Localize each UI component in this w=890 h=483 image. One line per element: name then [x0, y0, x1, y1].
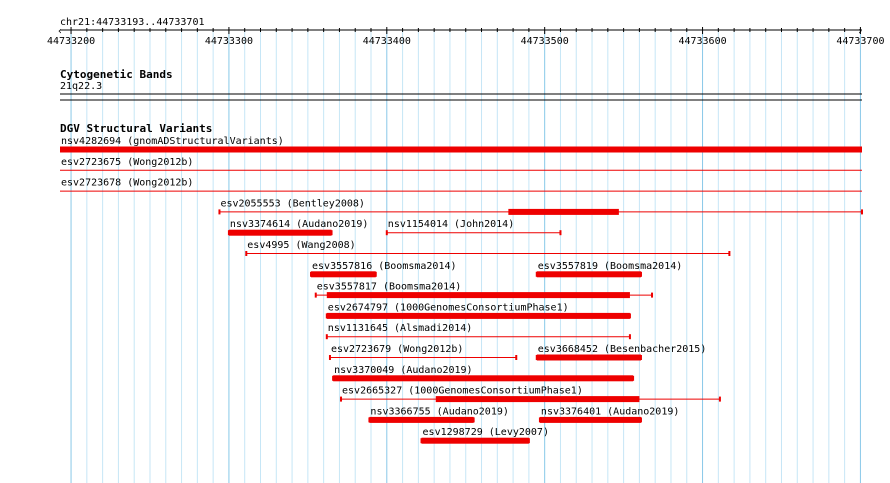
sv-feature-block — [333, 375, 634, 382]
sv-feature-block — [536, 354, 641, 361]
sv-feature-label: esv2665327 (1000GenomesConsortiumPhase1) — [342, 386, 583, 397]
sv-feature[interactable]: nsv1131645 (Alsmadi2014) — [325, 323, 631, 340]
sv-feature-label: nsv3366755 (Audano2019) — [370, 406, 508, 417]
sv-feature-block — [326, 292, 630, 299]
sv-feature-block — [369, 416, 474, 423]
sv-feature[interactable]: nsv3376401 (Audano2019) — [538, 406, 679, 423]
sv-feature-end-cap — [651, 292, 654, 298]
sv-feature-label: nsv4282694 (gnomADStructuralVariants) — [61, 136, 284, 147]
sv-feature-label: esv2674797 (1000GenomesConsortiumPhase1) — [328, 302, 569, 313]
sv-feature-end-cap — [628, 334, 631, 340]
sv-feature-end-cap — [632, 375, 635, 381]
sv-feature-end-cap — [861, 209, 863, 215]
ruler: chr21:44733193..44733701 ‹ › 44733200447… — [47, 17, 885, 47]
ruler-tick-label: 44733200 — [47, 36, 95, 47]
sv-feature[interactable]: nsv3374614 (Audano2019) — [227, 219, 368, 236]
sv-feature-label: esv3668452 (Besenbacher2015) — [538, 344, 707, 355]
sv-feature-label: esv3557817 (Boomsma2014) — [317, 282, 462, 293]
region-label: chr21:44733193..44733701 — [60, 17, 205, 28]
grid-lines — [70, 30, 861, 483]
sv-feature-label: esv2723678 (Wong2012b) — [61, 178, 193, 189]
sv-feature-label: esv3557816 (Boomsma2014) — [312, 261, 457, 272]
sv-feature[interactable]: esv2665327 (1000GenomesConsortiumPhase1) — [340, 386, 721, 403]
track-title-cytogenetic-bands: Cytogenetic Bands — [60, 68, 173, 81]
sv-feature[interactable]: esv2723675 (Wong2012b) — [60, 157, 862, 171]
sv-feature[interactable]: esv2723678 (Wong2012b) — [60, 178, 862, 192]
sv-feature[interactable]: nsv4282694 (gnomADStructuralVariants) — [60, 136, 862, 153]
sv-feature-block — [60, 146, 862, 153]
ruler-ticks: 44733200 44733300 44733400 44733500 44733600… — [47, 27, 885, 47]
sv-feature-label: esv1298729 (Levy2007) — [423, 427, 549, 438]
sv-feature-block — [311, 271, 376, 278]
sv-feature-start-cap — [218, 209, 221, 215]
sv-feature-label: esv2055553 (Bentley2008) — [220, 198, 365, 209]
ruler-tick-label: 44733300 — [205, 36, 253, 47]
sv-feature-label: esv2723679 (Wong2012b) — [331, 344, 463, 355]
sv-feature[interactable]: esv3557816 (Boomsma2014) — [310, 261, 457, 278]
sv-feature-start-cap — [340, 396, 343, 402]
sv-feature-end-cap — [515, 355, 518, 360]
sv-features: nsv4282694 (gnomADStructuralVariants) esv… — [60, 136, 863, 444]
sv-feature-start-cap — [325, 334, 328, 340]
sv-feature-block — [326, 312, 630, 319]
sv-feature-label: esv3557819 (Boomsma2014) — [538, 261, 683, 272]
sv-feature-label: nsv1154014 (John2014) — [388, 219, 514, 230]
sv-feature-block — [536, 271, 641, 278]
sv-feature[interactable]: nsv3366755 (Audano2019) — [368, 406, 509, 423]
sv-feature-start-cap — [385, 230, 388, 236]
sv-feature-end-cap — [728, 251, 731, 256]
sv-feature[interactable]: esv3668452 (Besenbacher2015) — [535, 344, 707, 361]
sv-feature[interactable]: esv2723679 (Wong2012b) — [328, 344, 518, 360]
sv-feature-end-cap — [559, 230, 562, 236]
sv-feature[interactable]: nsv3370049 (Audano2019) — [332, 365, 635, 382]
sv-feature[interactable]: esv1298729 (Levy2007) — [420, 427, 549, 444]
sv-feature[interactable]: nsv1154014 (John2014) — [385, 219, 562, 236]
sv-feature-block — [435, 396, 640, 403]
sv-feature-end-cap — [718, 396, 721, 402]
cytoband-label[interactable]: 21q22.3 — [60, 81, 102, 92]
sv-feature-label: esv4995 (Wang2008) — [247, 240, 355, 251]
ruler-tick-label: 44733400 — [363, 36, 411, 47]
sv-feature[interactable]: esv2674797 (1000GenomesConsortiumPhase1) — [325, 302, 631, 319]
sv-feature-block — [539, 416, 641, 423]
sv-feature-label: nsv3374614 (Audano2019) — [230, 219, 368, 230]
ruler-tick-label: 44733700 — [836, 36, 884, 47]
sv-feature[interactable]: esv2055553 (Bentley2008) — [218, 198, 863, 215]
ruler-tick-label: 44733500 — [521, 36, 569, 47]
sv-feature-block — [508, 208, 619, 215]
sv-feature-label: nsv3370049 (Audano2019) — [334, 365, 472, 376]
sv-feature-label: nsv3376401 (Audano2019) — [541, 406, 679, 417]
dgv-structural-variants-track: DGV Structural Variants nsv4282694 (gnom… — [60, 122, 863, 444]
ruler-left-arrow-icon: ‹ — [57, 26, 63, 37]
ruler-tick-label: 44733600 — [678, 36, 726, 47]
sv-feature[interactable]: esv4995 (Wang2008) — [245, 240, 731, 256]
sv-feature[interactable]: esv3557817 (Boomsma2014) — [314, 282, 654, 299]
cytogenetic-bands-track: Cytogenetic Bands 21q22.3 — [60, 68, 862, 101]
sv-feature-block — [421, 437, 529, 444]
sv-feature-start-cap — [314, 292, 317, 298]
sv-feature-start-cap — [328, 355, 331, 360]
sv-feature-label: nsv1131645 (Alsmadi2014) — [328, 323, 473, 334]
track-title-dgv-structural-variants: DGV Structural Variants — [60, 122, 212, 135]
sv-feature-label: esv2723675 (Wong2012b) — [61, 157, 193, 168]
sv-feature[interactable]: esv3557819 (Boomsma2014) — [535, 261, 683, 278]
sv-feature-block — [228, 229, 332, 236]
sv-feature-start-cap — [245, 251, 248, 256]
